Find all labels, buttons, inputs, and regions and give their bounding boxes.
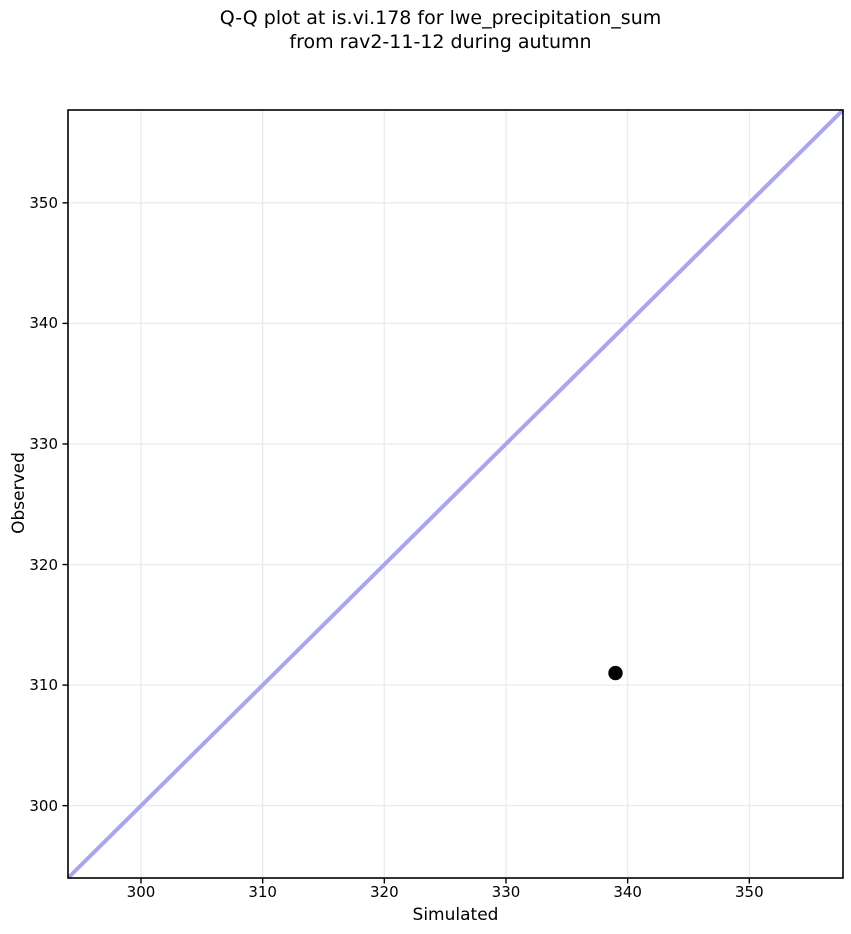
plot-border — [67, 109, 844, 879]
y-tick-label: 320 — [29, 555, 58, 574]
identity-line — [66, 108, 845, 880]
y-tick-label: 340 — [29, 314, 58, 333]
data-point — [608, 665, 623, 681]
x-tick-label: 320 — [369, 883, 399, 901]
x-tick-label: 300 — [126, 883, 156, 901]
chart-title-line2: from rav2-11-12 during autumn — [289, 31, 592, 53]
y-tick-label: 310 — [29, 676, 58, 695]
chart-title: Q-Q plot at is.vi.178 for lwe_precipitat… — [53, 6, 828, 54]
x-tick-label: 330 — [491, 883, 521, 901]
plot-area — [62, 108, 845, 884]
y-tick-label: 300 — [29, 796, 58, 815]
x-tick-label: 310 — [248, 883, 277, 901]
x-tick-label: 350 — [734, 883, 764, 901]
y-axis-label: Observed — [9, 452, 29, 534]
chart-title-line1: Q-Q plot at is.vi.178 for lwe_precipitat… — [219, 7, 662, 29]
y-tick-label: 330 — [29, 434, 58, 453]
x-axis-label: Simulated — [412, 905, 499, 925]
x-tick-label: 340 — [613, 883, 642, 901]
y-tick-label: 350 — [29, 193, 58, 212]
